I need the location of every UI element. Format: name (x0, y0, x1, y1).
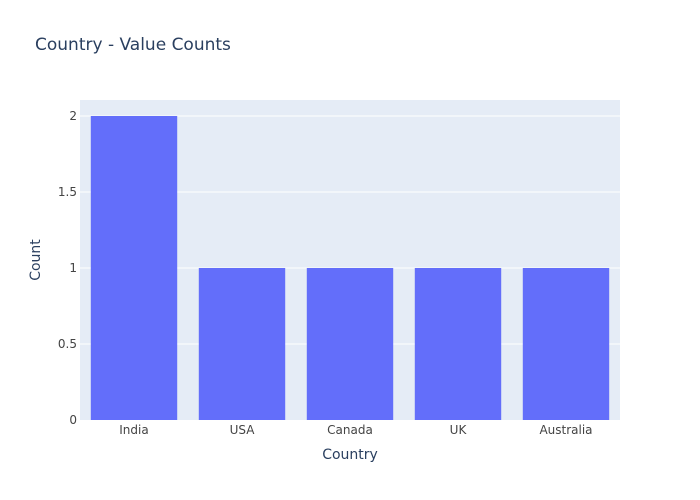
x-tick-label: Australia (539, 423, 592, 437)
y-tick-label: 0.5 (58, 337, 77, 351)
y-tick-label: 1.5 (58, 185, 77, 199)
bar-usa (198, 268, 286, 420)
x-axis-title: Country (322, 447, 378, 463)
chart-title: Country - Value Counts (35, 35, 231, 55)
x-tick-label: Canada (327, 423, 373, 437)
bars (90, 116, 610, 420)
y-tick-label: 0 (69, 413, 77, 427)
y-axis-ticks: 0 0.5 1 1.5 2 (58, 109, 77, 427)
bar-canada (306, 268, 394, 420)
y-tick-label: 2 (69, 109, 77, 123)
bar-australia (522, 268, 610, 420)
bar-uk (414, 268, 502, 420)
y-tick-label: 1 (69, 261, 77, 275)
x-tick-label: India (119, 423, 148, 437)
x-tick-label: UK (450, 423, 468, 437)
x-axis-ticks: India USA Canada UK Australia (119, 423, 592, 437)
x-tick-label: USA (230, 423, 256, 437)
bar-india (90, 116, 178, 420)
y-axis-title: Count (28, 239, 44, 281)
